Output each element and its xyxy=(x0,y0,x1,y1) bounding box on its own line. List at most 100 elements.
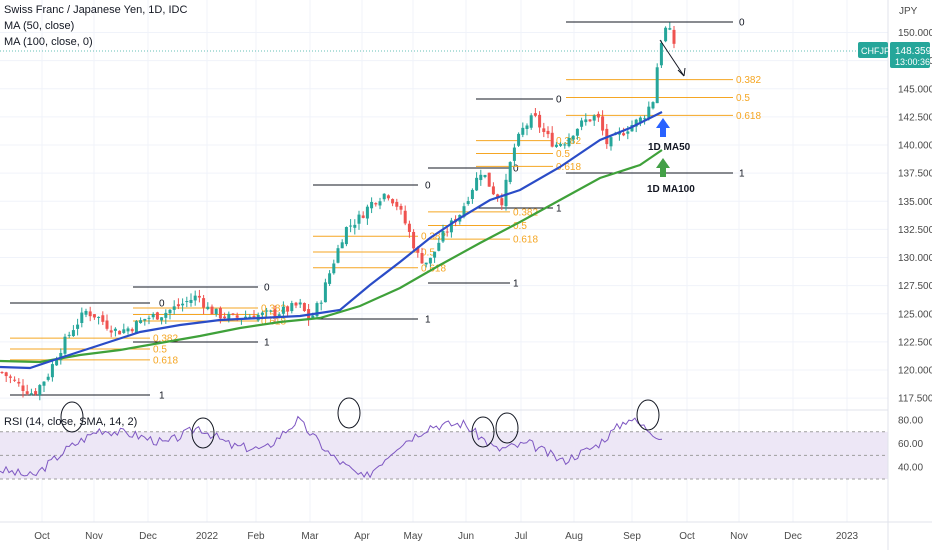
candle-body xyxy=(181,303,185,306)
fib-level-label: 0.618 xyxy=(153,355,178,366)
candle-body xyxy=(42,381,46,386)
fib-level-label: 0.382 xyxy=(261,304,286,315)
projection-arrow-head xyxy=(677,67,686,77)
fib-level-label: 0.5 xyxy=(421,248,435,259)
fib-level-label: 0.618 xyxy=(736,111,761,122)
candle-body xyxy=(168,309,172,314)
candle-body xyxy=(403,210,407,224)
fib-level-label: 0.382 xyxy=(153,334,178,345)
candle-body xyxy=(80,312,84,324)
candle-body xyxy=(25,391,29,394)
rsi-legend[interactable]: RSI (14, close, SMA, 14, 2) xyxy=(4,416,138,428)
rsi-tick-label: 80.00 xyxy=(898,416,923,427)
candle-body xyxy=(332,263,336,274)
candle-body xyxy=(55,359,59,366)
candle-body xyxy=(575,128,579,136)
candle-body xyxy=(328,273,332,284)
price-tick-label: 127.500 xyxy=(898,281,932,292)
price-tick-label: 125.000 xyxy=(898,309,932,320)
candle-body xyxy=(571,135,575,140)
time-tick-label: 2022 xyxy=(196,531,219,542)
candle-body xyxy=(424,262,428,265)
fib-level-label: 0.5 xyxy=(261,310,275,321)
candle-body xyxy=(76,324,80,329)
candle-body xyxy=(382,193,386,200)
rsi-peak-circle xyxy=(495,412,519,444)
fib-level-label: 0 xyxy=(739,18,745,29)
rsi-tick-label: 40.00 xyxy=(898,463,923,474)
fib-level-label: 1 xyxy=(513,279,519,290)
candle-body xyxy=(567,137,571,147)
ma100-legend[interactable]: MA (100, close, 0) xyxy=(4,36,93,48)
candle-body xyxy=(370,201,374,209)
candle-body xyxy=(227,313,231,320)
candle-body xyxy=(105,320,109,329)
candle-body xyxy=(164,312,168,318)
candle-body xyxy=(197,295,201,298)
fib-level-label: 0 xyxy=(556,95,562,106)
candle-body xyxy=(378,201,382,206)
candle-body xyxy=(550,132,554,147)
candle-body xyxy=(269,310,273,312)
fib-level-label: 0.5 xyxy=(736,93,750,104)
candle-body xyxy=(84,310,88,315)
price-badge-time: 13:00:36 xyxy=(895,57,930,67)
candle-body xyxy=(214,308,218,315)
price-tick-label: 135.000 xyxy=(898,197,932,208)
time-tick-label: Jun xyxy=(458,531,474,542)
candle-body xyxy=(491,186,495,195)
time-tick-label: Dec xyxy=(784,531,802,542)
candle-body xyxy=(160,317,164,321)
candle-body xyxy=(533,113,537,116)
candle-body xyxy=(21,385,25,391)
candle-body xyxy=(218,308,222,319)
candle-body xyxy=(672,29,676,44)
candle-body xyxy=(235,315,239,318)
time-tick-label: Oct xyxy=(34,531,50,542)
candle-body xyxy=(386,195,390,199)
ma50-legend[interactable]: MA (50, close) xyxy=(4,20,75,32)
candle-body xyxy=(273,309,277,317)
candle-body xyxy=(365,206,369,219)
candle-body xyxy=(391,199,395,204)
rsi-peak-circle xyxy=(60,401,84,433)
time-tick-label: Nov xyxy=(85,531,103,542)
candle-body xyxy=(659,42,663,66)
time-tick-label: Sep xyxy=(623,531,641,542)
price-tick-label: 137.500 xyxy=(898,169,932,180)
candle-body xyxy=(651,102,655,109)
candle-body xyxy=(412,231,416,249)
time-axis[interactable]: Oct Nov Dec 2022 Feb Mar Apr May Jun Jul Aug Sep Oct… xyxy=(0,521,932,542)
candle-body xyxy=(46,376,50,380)
price-axis[interactable]: JPY150.000147.500145.000142.500140.00013… xyxy=(858,0,932,550)
candle-body xyxy=(8,376,12,378)
candle-body xyxy=(508,162,512,183)
candle-body xyxy=(176,304,180,307)
candle-body xyxy=(50,364,54,378)
rsi-peak-circle xyxy=(191,417,215,449)
candle-body xyxy=(248,316,252,318)
candle-body xyxy=(395,201,399,207)
candle-body xyxy=(449,220,453,233)
symbol-badge xyxy=(858,41,888,58)
candle-body xyxy=(584,119,588,123)
ma100-arrow-icon xyxy=(656,158,670,177)
candle-body xyxy=(147,317,151,319)
price-tick-label: 142.500 xyxy=(898,112,932,123)
candle-body xyxy=(374,203,378,205)
candle-body xyxy=(500,198,504,206)
candle-body xyxy=(416,247,420,253)
candle-body xyxy=(487,172,491,187)
price-tick-label: 150.000 xyxy=(898,28,932,39)
fib-level-label: 0 xyxy=(425,181,431,192)
fib-level-label: 1 xyxy=(556,204,562,215)
candle-body xyxy=(281,306,285,314)
fib-level-label: 1 xyxy=(159,391,165,402)
fib-level-label: 1 xyxy=(264,338,270,349)
time-tick-label: Feb xyxy=(247,531,265,542)
candle-body xyxy=(546,130,550,135)
candle-body xyxy=(588,119,592,122)
candle-body xyxy=(210,306,214,315)
price-tick-label: 140.000 xyxy=(898,141,932,152)
